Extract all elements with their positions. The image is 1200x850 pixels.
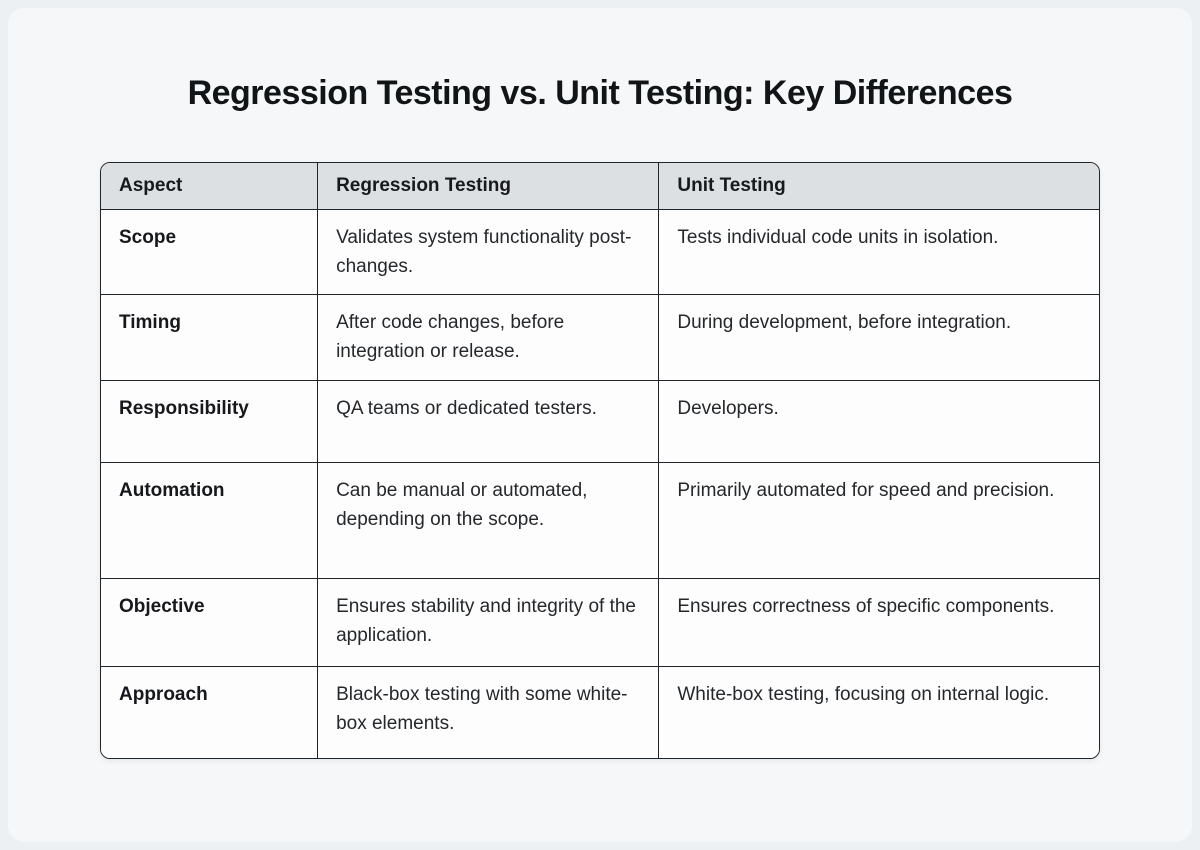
page-title: Regression Testing vs. Unit Testing: Key… [187,74,1013,112]
regression-cell: Validates system functionality post-chan… [317,209,660,295]
table-row-responsibility: Responsibility QA teams or dedicated tes… [101,380,1099,463]
unit-cell: Tests individual code units in isolation… [658,209,1099,295]
aspect-cell: Automation [101,462,319,579]
table-row-approach: Approach Black-box testing with some whi… [101,666,1099,758]
aspect-cell: Timing [101,294,319,381]
table-row-timing: Timing After code changes, before integr… [101,294,1099,381]
aspect-cell: Responsibility [101,380,319,463]
unit-cell: During development, before integration. [658,294,1099,381]
regression-cell: Black-box testing with some white-box el… [317,666,660,758]
table-header-row: Aspect Regression Testing Unit Testing [101,163,1099,210]
unit-cell: White-box testing, focusing on internal … [658,666,1099,758]
aspect-cell: Approach [101,666,319,758]
column-header-unit-testing: Unit Testing [658,163,1099,210]
table-row-objective: Objective Ensures stability and integrit… [101,578,1099,667]
unit-cell: Developers. [658,380,1099,463]
comparison-table: Aspect Regression Testing Unit Testing S… [101,163,1099,758]
column-header-regression-testing: Regression Testing [317,163,660,210]
comparison-table-container: Aspect Regression Testing Unit Testing S… [100,162,1100,759]
regression-cell: QA teams or dedicated testers. [317,380,660,463]
table-row-automation: Automation Can be manual or automated, d… [101,462,1099,579]
regression-cell: After code changes, before integration o… [317,294,660,381]
column-header-aspect: Aspect [101,163,319,210]
table-row-scope: Scope Validates system functionality pos… [101,209,1099,295]
unit-cell: Ensures correctness of specific componen… [658,578,1099,667]
aspect-cell: Scope [101,209,319,295]
regression-cell: Can be manual or automated, depending on… [317,462,660,579]
content-card: Regression Testing vs. Unit Testing: Key… [8,8,1192,842]
regression-cell: Ensures stability and integrity of the a… [317,578,660,667]
unit-cell: Primarily automated for speed and precis… [658,462,1099,579]
aspect-cell: Objective [101,578,319,667]
